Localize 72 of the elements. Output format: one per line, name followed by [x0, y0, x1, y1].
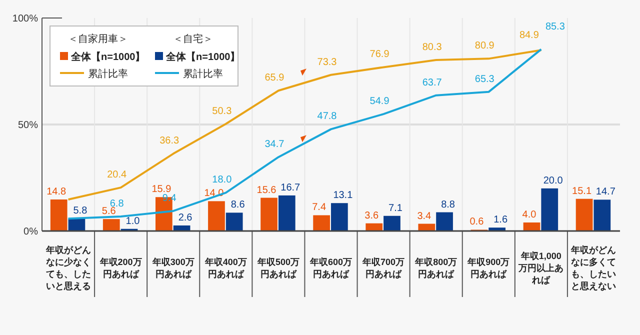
data-label: 0.6: [470, 216, 484, 228]
y-tick-label: 100%: [12, 14, 38, 24]
x-tick-label: 年収600万円あれば: [308, 257, 352, 279]
data-label: 8.8: [441, 199, 456, 210]
bar: [541, 188, 558, 231]
bar: [313, 215, 330, 231]
data-label: 76.9: [370, 49, 390, 60]
bar: [436, 212, 453, 231]
data-label: 15.9: [152, 184, 172, 196]
x-tick-label: 年収700万円あれば: [362, 257, 405, 279]
x-tick-label: 年収900万円あれば: [466, 257, 510, 279]
data-label: 54.9: [370, 96, 390, 108]
data-label: 65.3: [474, 74, 495, 85]
data-label: 4.0: [522, 209, 537, 220]
bar: [576, 198, 593, 231]
data-label: 73.3: [317, 56, 338, 68]
data-label: 7.4: [312, 202, 326, 214]
data-label: 14.8: [46, 186, 67, 198]
data-label: 3.4: [417, 210, 432, 222]
data-label: 8.6: [230, 200, 246, 211]
bar: [278, 195, 296, 231]
data-label: 1.0: [126, 216, 140, 227]
x-tick-label: 年収1,000万円以上あれば: [518, 251, 564, 285]
legend-label: 全体【n=1000】: [70, 51, 146, 63]
data-label: 1.6: [494, 214, 508, 226]
x-tick-label: 年収300万円あれば: [151, 257, 194, 279]
data-label: 84.9: [519, 30, 540, 42]
bar: [226, 212, 243, 231]
data-label: 50.3: [212, 106, 232, 117]
data-label: 13.1: [333, 190, 354, 202]
x-tick-label: 年収がどんなに少なくても、したいと思える: [44, 245, 91, 291]
x-tick-label: 年収500万円あれば: [256, 257, 300, 279]
data-label: 5.8: [73, 206, 88, 217]
bar: [50, 199, 68, 231]
data-label: 14.7: [596, 186, 616, 198]
bar: [208, 201, 225, 231]
data-label: 34.7: [264, 139, 285, 150]
data-label: 18.0: [212, 174, 232, 186]
data-label: 80.9: [474, 40, 495, 52]
data-label: 2.6: [178, 212, 193, 224]
x-tick-label: 年収200万円あれば: [98, 257, 142, 279]
data-label: 7.1: [388, 202, 403, 214]
bar: [366, 223, 383, 231]
data-label: 36.3: [160, 136, 180, 147]
data-label: 3.6: [364, 210, 379, 222]
bar: [384, 216, 400, 231]
data-label: 65.9: [264, 72, 285, 84]
y-tick-label: 50%: [18, 120, 38, 131]
data-label: 15.6: [256, 184, 277, 196]
legend-label: 全体【n=1000】: [165, 51, 240, 63]
data-label: 80.3: [422, 42, 442, 53]
x-tick-label: 年収400万円あれば: [204, 257, 247, 279]
data-label: 47.8: [317, 111, 338, 122]
annotation: ＜自宅＞: [173, 33, 213, 45]
y-tick-label: 0%: [24, 226, 38, 238]
bar: [260, 198, 278, 231]
bar: [102, 219, 120, 231]
bar: [594, 200, 611, 231]
x-tick-label: 年収がどんなに多くても、したいと思えない: [570, 245, 616, 291]
data-label: 15.1: [572, 186, 592, 197]
bar: [523, 222, 540, 231]
data-label: 63.7: [422, 77, 442, 88]
data-label: 20.0: [543, 175, 564, 186]
legend-label: 累計比率: [183, 68, 223, 80]
legend-label: 累計比率: [88, 68, 128, 80]
bar: [331, 203, 348, 231]
data-label: 16.7: [280, 182, 301, 194]
x-tick-label: 年収800万円あれば: [414, 257, 458, 279]
annotation: ＜自家用車＞: [68, 33, 128, 45]
bar: [418, 224, 436, 231]
data-label: 85.3: [545, 21, 566, 32]
data-label: 20.4: [107, 170, 127, 181]
